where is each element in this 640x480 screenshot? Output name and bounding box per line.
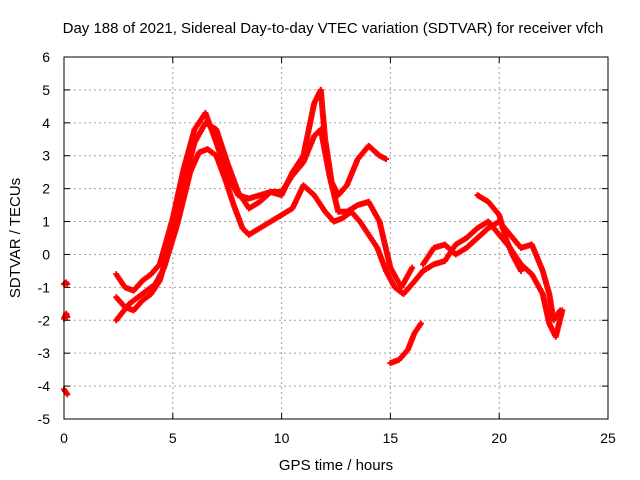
y-tick-label: -1 xyxy=(38,279,51,295)
y-tick-label: 3 xyxy=(42,148,50,164)
y-tick-label: 0 xyxy=(42,246,50,262)
data-point xyxy=(417,320,424,327)
grid-lines xyxy=(64,57,608,419)
data-point xyxy=(517,267,524,274)
x-tick-label: 15 xyxy=(383,430,399,446)
y-tick-label: 6 xyxy=(42,49,50,65)
y-tick-label: 4 xyxy=(42,115,50,131)
y-tick-label: 1 xyxy=(42,214,50,230)
data-point xyxy=(64,313,71,320)
y-tick-label: -4 xyxy=(38,378,51,394)
data-points xyxy=(61,86,566,398)
plot-frame xyxy=(63,56,609,420)
x-tick-labels: 0 5 10 15 20 25 xyxy=(60,430,616,446)
data-point xyxy=(64,391,71,398)
chart-title: Day 188 of 2021, Sidereal Day-to-day VTE… xyxy=(63,20,604,37)
data-point xyxy=(64,281,71,288)
data-point xyxy=(557,307,564,314)
x-tick-label: 10 xyxy=(274,430,290,446)
y-tick-labels: -5 -4 -3 -2 -1 0 1 2 3 4 5 6 xyxy=(38,49,51,427)
data-point xyxy=(409,264,416,271)
y-tick-label: -2 xyxy=(38,312,51,328)
y-tick-label: -5 xyxy=(38,411,51,427)
x-tick-label: 25 xyxy=(600,430,616,446)
x-axis-label: GPS time / hours xyxy=(279,457,393,474)
x-tick-label: 5 xyxy=(169,430,177,446)
y-axis-label: SDTVAR / TECUs xyxy=(7,178,24,298)
y-tick-label: 2 xyxy=(42,181,50,197)
axis-ticks xyxy=(63,56,609,420)
data-point xyxy=(383,156,390,163)
y-tick-label: -3 xyxy=(38,345,51,361)
x-tick-label: 20 xyxy=(491,430,507,446)
y-tick-label: 5 xyxy=(42,82,50,98)
x-tick-label: 0 xyxy=(60,430,68,446)
